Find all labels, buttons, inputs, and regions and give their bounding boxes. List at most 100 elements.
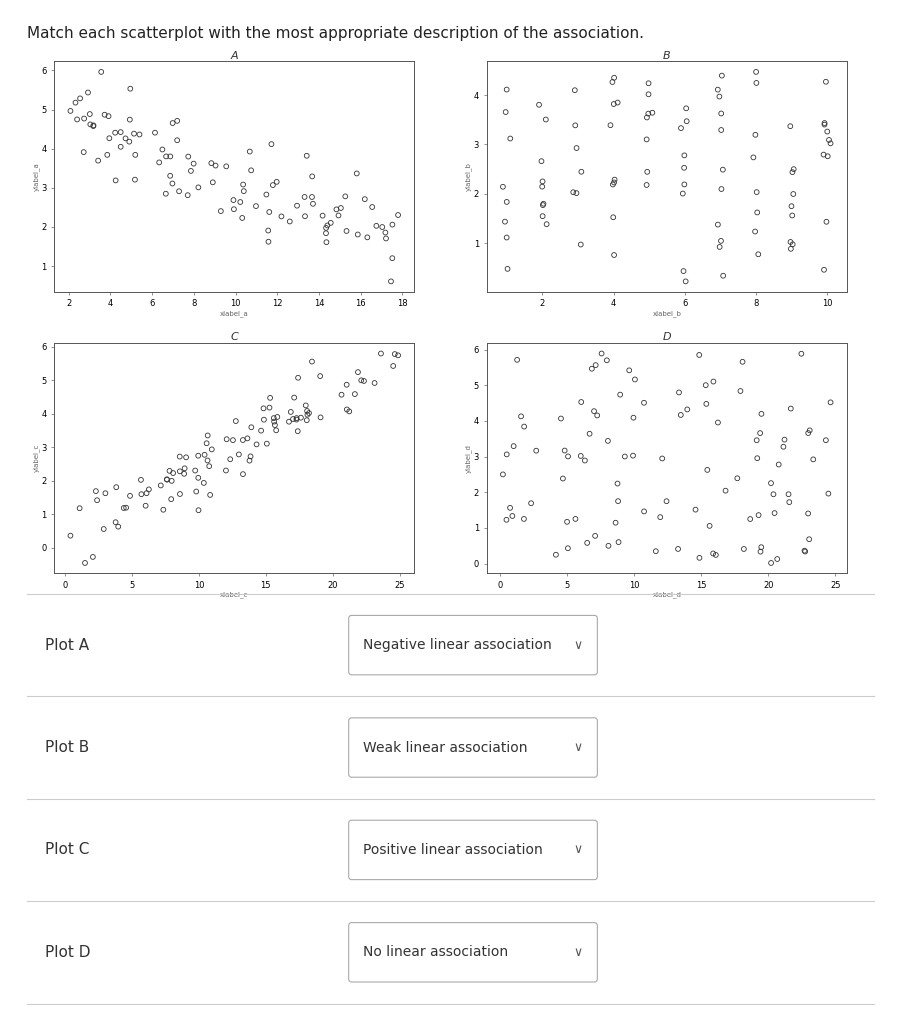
Point: [714, 122, 728, 138]
Point: [108, 125, 123, 141]
Point: [613, 386, 627, 402]
Point: [385, 250, 399, 266]
Point: [606, 209, 621, 225]
Point: [237, 183, 251, 200]
Point: [119, 500, 133, 516]
Point: [642, 86, 656, 102]
Point: [496, 178, 510, 195]
Point: [86, 117, 101, 133]
Point: [83, 116, 97, 132]
Point: [568, 82, 582, 98]
Point: [753, 425, 768, 441]
Point: [77, 144, 91, 161]
Point: [290, 198, 305, 214]
Point: [163, 148, 177, 165]
Point: [539, 112, 553, 128]
Point: [249, 198, 263, 214]
Point: [601, 433, 615, 450]
Point: [378, 230, 393, 247]
Point: [270, 409, 285, 425]
Point: [313, 368, 327, 384]
Point: [170, 132, 185, 148]
Point: [109, 479, 123, 496]
Point: [181, 148, 196, 165]
Point: [114, 138, 128, 155]
Point: [386, 216, 400, 232]
Point: [166, 465, 180, 481]
Point: [608, 514, 623, 530]
Point: [155, 141, 169, 158]
Point: [300, 407, 314, 423]
Point: [256, 400, 270, 417]
Point: [350, 165, 364, 181]
Point: [679, 113, 694, 129]
Point: [499, 81, 514, 97]
X-axis label: xlabel_b: xlabel_b: [652, 310, 681, 316]
Point: [587, 403, 601, 420]
Point: [535, 178, 550, 195]
Point: [680, 401, 695, 418]
Point: [706, 374, 721, 390]
Point: [782, 494, 796, 510]
Point: [496, 466, 510, 482]
Point: [776, 438, 790, 455]
Point: [348, 386, 362, 402]
Point: [101, 108, 115, 124]
Point: [340, 377, 354, 393]
Point: [350, 226, 365, 243]
Title: B: B: [663, 50, 670, 60]
Point: [269, 174, 284, 190]
Point: [672, 384, 687, 400]
Point: [342, 403, 357, 420]
Point: [536, 197, 551, 213]
Point: [655, 451, 669, 467]
Text: Negative linear association: Negative linear association: [363, 638, 551, 652]
Point: [699, 395, 714, 412]
Point: [645, 104, 660, 121]
Point: [264, 136, 278, 153]
Point: [754, 406, 769, 422]
Point: [297, 188, 312, 205]
X-axis label: xlabel_a: xlabel_a: [220, 310, 249, 316]
Point: [72, 500, 86, 516]
Point: [202, 458, 216, 474]
Point: [784, 198, 798, 214]
Point: [262, 399, 277, 416]
Point: [374, 345, 388, 361]
Point: [191, 470, 205, 486]
Point: [340, 401, 354, 418]
Point: [535, 173, 550, 189]
Point: [671, 541, 686, 557]
Point: [750, 432, 764, 449]
Point: [63, 527, 77, 544]
Point: [712, 88, 726, 104]
Point: [754, 539, 769, 555]
Point: [750, 204, 764, 220]
Point: [90, 492, 105, 508]
Point: [319, 225, 333, 242]
Point: [781, 486, 796, 503]
Point: [611, 493, 625, 509]
Point: [730, 470, 744, 486]
Point: [549, 547, 563, 563]
Point: [274, 208, 288, 224]
Point: [102, 130, 116, 146]
Point: [817, 261, 832, 278]
Point: [166, 115, 180, 131]
Point: [626, 410, 641, 426]
Point: [329, 201, 343, 217]
Point: [626, 447, 641, 464]
Point: [163, 168, 177, 184]
Point: [556, 470, 570, 486]
Point: [798, 544, 813, 560]
Point: [226, 191, 241, 208]
Text: Plot C: Plot C: [45, 843, 89, 857]
Point: [713, 239, 727, 255]
Point: [499, 446, 514, 463]
Point: [282, 414, 296, 430]
Title: D: D: [662, 332, 671, 342]
Point: [77, 555, 92, 571]
Point: [523, 495, 538, 511]
Point: [688, 502, 703, 518]
Point: [284, 403, 298, 420]
